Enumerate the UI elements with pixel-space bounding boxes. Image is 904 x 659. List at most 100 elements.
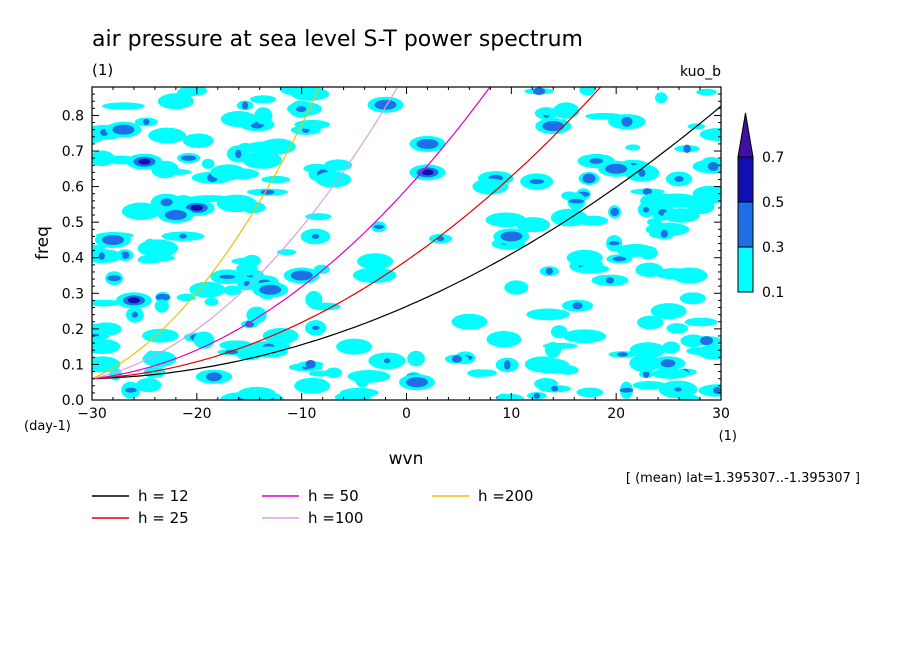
contour-patch-mid (160, 198, 173, 207)
contour-patch (249, 95, 277, 104)
contour-patch (236, 262, 258, 276)
contour-patch-mid (98, 252, 105, 260)
contour-patch-mid (582, 173, 596, 184)
legend-label: h =100 (308, 509, 363, 527)
contour-patch (407, 350, 425, 367)
contour-patch-mid (131, 311, 138, 318)
contour-patch-mid (311, 234, 320, 239)
contour-patch (651, 368, 690, 379)
x-tick-label: −20 (182, 406, 212, 422)
colorbar-level-label: 0.1 (762, 285, 784, 301)
contour-patch (137, 239, 179, 258)
contour-blob (189, 281, 226, 298)
y-tick-label: 0.5 (62, 215, 84, 231)
contour-patch-mid (374, 224, 384, 229)
contour-patch-mid (503, 360, 511, 370)
colorbar-level-label: 0.5 (762, 195, 784, 211)
contour-patch (137, 256, 162, 264)
x-tick-label: −30 (77, 406, 107, 422)
contour-blob (629, 342, 666, 359)
contour-blob (252, 281, 289, 298)
contour-patch-mid (242, 101, 249, 110)
contour-patch (699, 128, 721, 141)
contour-patch-mid (206, 372, 222, 382)
contour-patch (92, 150, 115, 167)
colorbar-segment (737, 156, 754, 203)
legend-item: h =200 (432, 487, 533, 505)
colorbar-segment (737, 246, 754, 293)
contour-patch-mid (179, 233, 187, 239)
contour-patch (142, 350, 177, 368)
contour-patch (698, 384, 721, 397)
contour-patch-mid (674, 176, 684, 182)
contour-patch (625, 144, 641, 151)
x-tick-label: 30 (712, 406, 730, 422)
model-label: kuo_b (680, 64, 721, 80)
y-axis-label: freq (33, 226, 53, 260)
contour-patch (616, 243, 655, 257)
contour-patch-mid (699, 336, 713, 346)
contour-patch (239, 201, 266, 214)
contour-patch (352, 267, 397, 284)
colorbar-level-label: 0.7 (762, 150, 784, 166)
colorbar-level-label: 0.3 (762, 240, 784, 256)
contour-patch-mid (608, 241, 620, 246)
contour-blob (367, 96, 404, 113)
contour-patch-mid (180, 155, 197, 161)
contour-patch-mid (616, 352, 628, 357)
contour-blob (220, 111, 257, 128)
legend: h = 12 h = 25 h = 50 h =100 h =200 (92, 487, 533, 527)
colorbar-segment (737, 201, 754, 248)
contour-blob (650, 303, 687, 320)
contour-patch-mid (638, 169, 646, 177)
contour-patch (666, 323, 689, 334)
contour-patch (244, 141, 283, 155)
y-tick-label: 0.8 (62, 108, 84, 124)
dispersion-curve (92, 87, 602, 380)
contour-patch (237, 386, 277, 400)
contour-patch-mid (260, 189, 275, 195)
chart-title: air pressure at sea level S-T power spec… (92, 27, 583, 52)
contour-patch (154, 299, 169, 313)
contour-blob (336, 338, 373, 355)
contour-patch (308, 370, 334, 377)
contour-patch-mid (155, 293, 170, 301)
contour-blob (283, 267, 320, 284)
contour-blob (357, 253, 394, 270)
contour-patch (201, 158, 215, 169)
contour-blob (692, 185, 721, 202)
contour-patch-mid (545, 267, 553, 275)
contour-blob (451, 313, 488, 330)
contour-patch (92, 323, 116, 334)
legend-label: h = 12 (138, 487, 189, 505)
contour-patch (248, 346, 289, 358)
colorbar: 0.1 0.3 0.5 0.7 (737, 112, 784, 301)
contour-blob (210, 164, 247, 181)
contour-patch-mid (311, 325, 320, 330)
contour-blob (409, 135, 446, 152)
contour-patch (632, 380, 667, 390)
legend-item: h = 50 (262, 487, 359, 505)
contour-patch-mid (674, 387, 682, 392)
contour-patch (279, 87, 322, 96)
x-axis-units: (1) (719, 429, 737, 444)
contour-patch (254, 107, 273, 125)
y-tick-label: 0.3 (62, 286, 84, 302)
legend-item: h =100 (262, 509, 363, 527)
contour-patch (496, 393, 525, 400)
contour-patch (305, 213, 332, 221)
contour-patch (354, 370, 371, 388)
contour-patch (339, 387, 379, 398)
contour-blob (262, 327, 299, 344)
contour-patch-mid (642, 188, 653, 196)
contour-patch-mid (533, 393, 541, 399)
contour-blob (524, 356, 561, 373)
contour-patch (579, 264, 610, 274)
contour-blob (315, 171, 352, 188)
contour-patch (655, 92, 668, 104)
contour-blob (566, 249, 603, 266)
contour-patch (697, 344, 721, 360)
contour-patch (526, 308, 570, 321)
contour-blob (535, 118, 572, 135)
